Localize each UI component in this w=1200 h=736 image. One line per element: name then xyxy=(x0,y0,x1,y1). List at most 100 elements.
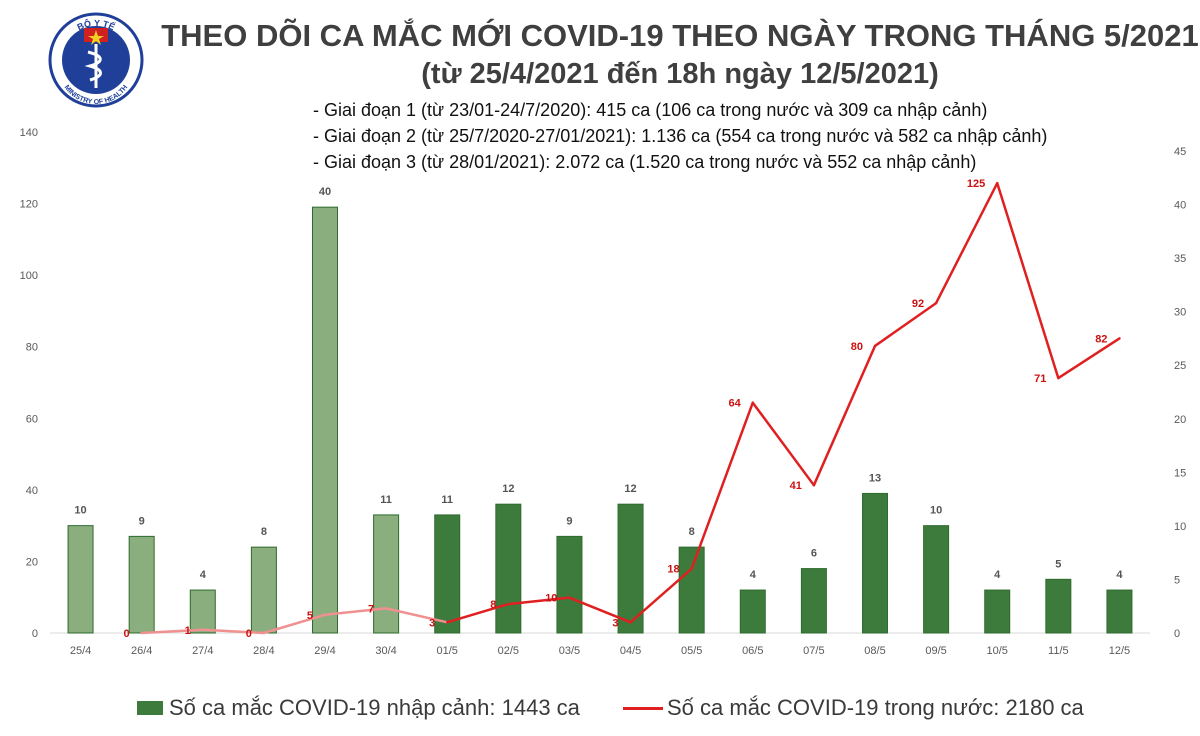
x-tick-label: 27/4 xyxy=(192,645,213,657)
line-segment xyxy=(751,401,816,487)
line-data-label: 82 xyxy=(1095,333,1107,345)
bar-data-label: 40 xyxy=(319,186,331,198)
y-right-tick-label: 35 xyxy=(1174,253,1186,265)
y-left-tick-label: 80 xyxy=(26,342,38,354)
line-data-label: 64 xyxy=(729,398,742,410)
x-tick-label: 06/5 xyxy=(742,645,763,657)
x-tick-label: 26/4 xyxy=(131,645,152,657)
bar-data-label: 8 xyxy=(689,526,695,538)
line-data-label: 7 xyxy=(368,603,374,615)
y-left-tick-label: 40 xyxy=(26,485,38,497)
chart-subtitle: (từ 25/4/2021 đến 18h ngày 12/5/2021) xyxy=(421,58,939,90)
line-data-label: 41 xyxy=(790,480,802,492)
line-data-label: 0 xyxy=(246,628,252,640)
svg-text:BỘ Y TẾ: BỘ Y TẾ xyxy=(76,17,117,32)
y-left-tick-label: 120 xyxy=(20,199,38,211)
line-data-label: 71 xyxy=(1034,373,1046,385)
ministry-of-health-logo: BỘ Y TẾ MINISTRY OF HEALTH xyxy=(48,12,144,108)
line-data-label: 92 xyxy=(912,298,924,310)
x-tick-label: 04/5 xyxy=(620,645,641,657)
bar-data-label: 4 xyxy=(994,569,1001,581)
y-right-tick-label: 20 xyxy=(1174,414,1186,426)
bar xyxy=(800,568,827,634)
line-data-label: 80 xyxy=(851,341,863,353)
x-tick-label: 05/5 xyxy=(681,645,702,657)
bar-data-label: 6 xyxy=(811,548,817,560)
y-right-tick-label: 0 xyxy=(1174,628,1180,640)
bar xyxy=(739,589,766,634)
chart-title: THEO DÕI CA MẮC MỚI COVID-19 THEO NGÀY T… xyxy=(161,18,1199,53)
x-tick-label: 28/4 xyxy=(253,645,274,657)
bar xyxy=(617,503,644,634)
x-tick-label: 10/5 xyxy=(987,645,1008,657)
bar-data-label: 4 xyxy=(1116,569,1123,581)
y-left-tick-label: 100 xyxy=(20,270,38,282)
line-segment xyxy=(140,628,205,635)
legend-label-domestic: Số ca mắc COVID-19 trong nước: 2180 ca xyxy=(667,695,1084,720)
x-tick-label: 11/5 xyxy=(1048,645,1069,657)
line-segment xyxy=(384,607,449,624)
bar xyxy=(67,525,94,634)
phase-3-note: - Giai đoạn 3 (từ 28/01/2021): 2.072 ca … xyxy=(313,152,977,172)
y-right-tick-label: 15 xyxy=(1174,467,1186,479)
line-segment xyxy=(1057,337,1121,380)
bar xyxy=(1045,578,1072,634)
bar-data-label: 5 xyxy=(1055,558,1061,570)
x-tick-label: 01/5 xyxy=(437,645,458,657)
bar xyxy=(312,206,338,634)
line-data-label: 18 xyxy=(667,564,679,576)
line-segment xyxy=(323,607,388,617)
legend-swatch-line xyxy=(623,706,663,710)
bar xyxy=(862,492,888,634)
line-data-label: 3 xyxy=(612,617,618,629)
line-segment xyxy=(262,613,327,635)
x-tick-label: 29/4 xyxy=(314,645,335,657)
bar xyxy=(556,535,583,634)
bar xyxy=(923,525,950,634)
y-left-tick-label: 20 xyxy=(26,556,38,568)
y-left-tick-label: 60 xyxy=(26,413,38,425)
x-tick-label: 08/5 xyxy=(864,645,885,657)
logo-text-top: BỘ Y TẾ xyxy=(76,17,117,32)
bar-data-label: 8 xyxy=(261,526,267,538)
bar xyxy=(128,535,155,634)
bar-data-label: 10 xyxy=(74,505,86,517)
y-right-tick-label: 25 xyxy=(1174,360,1186,372)
x-tick-label: 09/5 xyxy=(925,645,946,657)
line-segment xyxy=(568,596,632,624)
line-data-label: 0 xyxy=(124,628,130,640)
y-right-tick-label: 30 xyxy=(1174,307,1186,319)
bar-data-label: 13 xyxy=(869,472,881,484)
x-tick-label: 12/5 xyxy=(1109,645,1130,657)
phase-1-note: - Giai đoạn 1 (từ 23/01-24/7/2020): 415 … xyxy=(313,100,988,120)
line-data-label: 3 xyxy=(429,617,435,629)
x-tick-label: 25/4 xyxy=(70,645,91,657)
line-segment xyxy=(690,401,755,570)
y-right-tick-label: 40 xyxy=(1174,200,1186,212)
line-data-label: 125 xyxy=(967,178,985,190)
line-segment xyxy=(445,602,510,624)
line-data-label: 8 xyxy=(490,599,496,611)
line-segment xyxy=(201,628,266,635)
x-tick-label: 30/4 xyxy=(375,645,396,657)
legend-item-domestic: Số ca mắc COVID-19 trong nước: 2180 ca xyxy=(623,693,1084,723)
x-tick-label: 03/5 xyxy=(559,645,580,657)
bar xyxy=(250,546,277,634)
line-segment xyxy=(995,181,1060,380)
bar xyxy=(1106,589,1133,634)
bar-data-label: 10 xyxy=(930,505,942,517)
bar-data-label: 12 xyxy=(624,483,636,495)
bar xyxy=(495,503,522,634)
bar-data-label: 4 xyxy=(200,569,207,581)
y-left-tick-label: 0 xyxy=(32,628,38,640)
bar-data-label: 9 xyxy=(566,515,572,527)
y-right-tick-label: 45 xyxy=(1174,146,1186,158)
x-tick-label: 07/5 xyxy=(803,645,824,657)
line-segment xyxy=(873,301,938,348)
y-right-tick-label: 10 xyxy=(1174,521,1186,533)
line-segment xyxy=(812,344,877,487)
line-data-label: 10 xyxy=(545,593,557,605)
bar xyxy=(373,514,400,634)
y-left-tick-label: 140 xyxy=(20,127,38,139)
